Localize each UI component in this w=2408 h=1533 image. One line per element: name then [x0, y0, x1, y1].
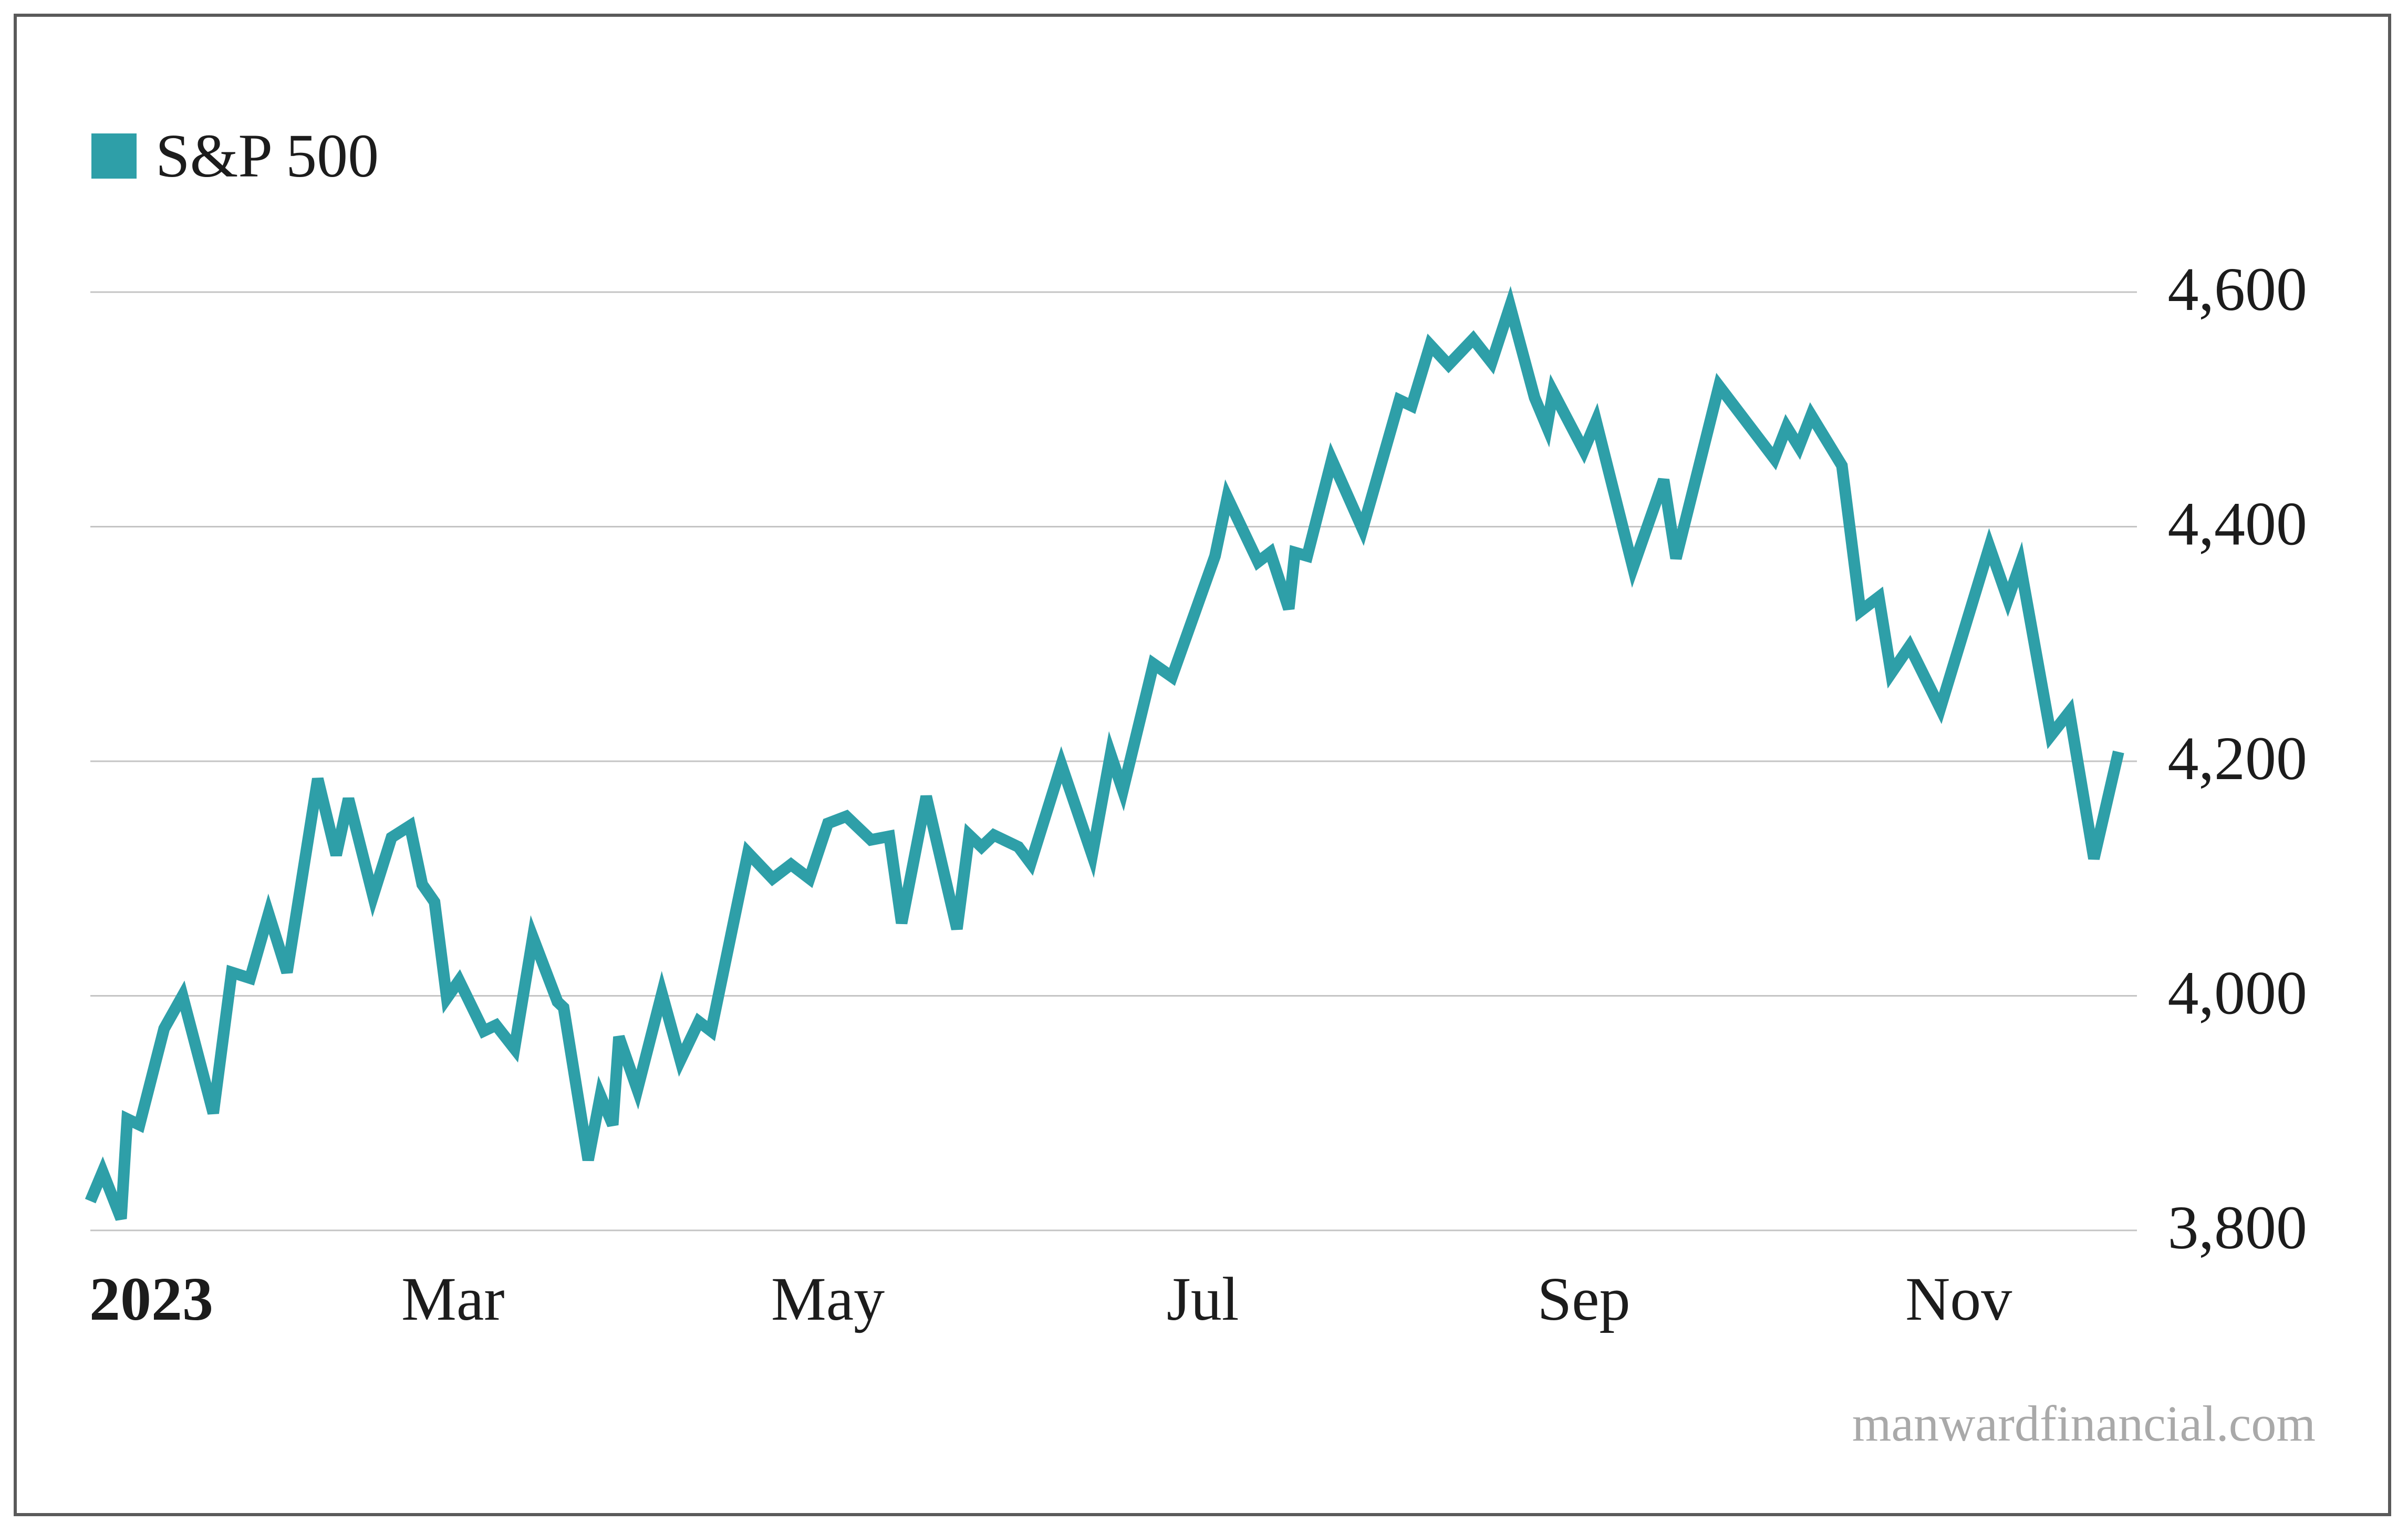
y-tick-label: 4,000	[2168, 959, 2308, 1028]
legend-label: S&P 500	[155, 121, 379, 190]
y-tick-label: 4,200	[2168, 724, 2308, 793]
y-tick-label: 3,800	[2168, 1193, 2308, 1262]
chart-frame	[14, 14, 2391, 1516]
legend-swatch	[91, 133, 137, 179]
x-tick-label: Mar	[401, 1265, 505, 1333]
watermark: manwardfinancial.com	[1852, 1395, 2316, 1452]
series-layer	[85, 286, 2124, 1221]
y-tick-label: 4,600	[2168, 255, 2308, 324]
legend: S&P 500	[91, 122, 379, 190]
y-tick-label: 4,400	[2168, 490, 2308, 558]
y-axis-ticks: 4,600 4,400 4,200 4,000 3,800	[2168, 255, 2308, 1262]
x-tick-label: Jul	[1167, 1265, 1239, 1333]
x-tick-label: 2023	[89, 1265, 213, 1333]
x-tick-label: Sep	[1538, 1265, 1631, 1333]
series-line-sp500	[85, 286, 2124, 1221]
x-tick-label: Nov	[1905, 1265, 2012, 1333]
x-tick-label: May	[771, 1265, 885, 1333]
x-axis-ticks: 2023 Mar May Jul Sep Nov	[89, 1265, 2012, 1333]
